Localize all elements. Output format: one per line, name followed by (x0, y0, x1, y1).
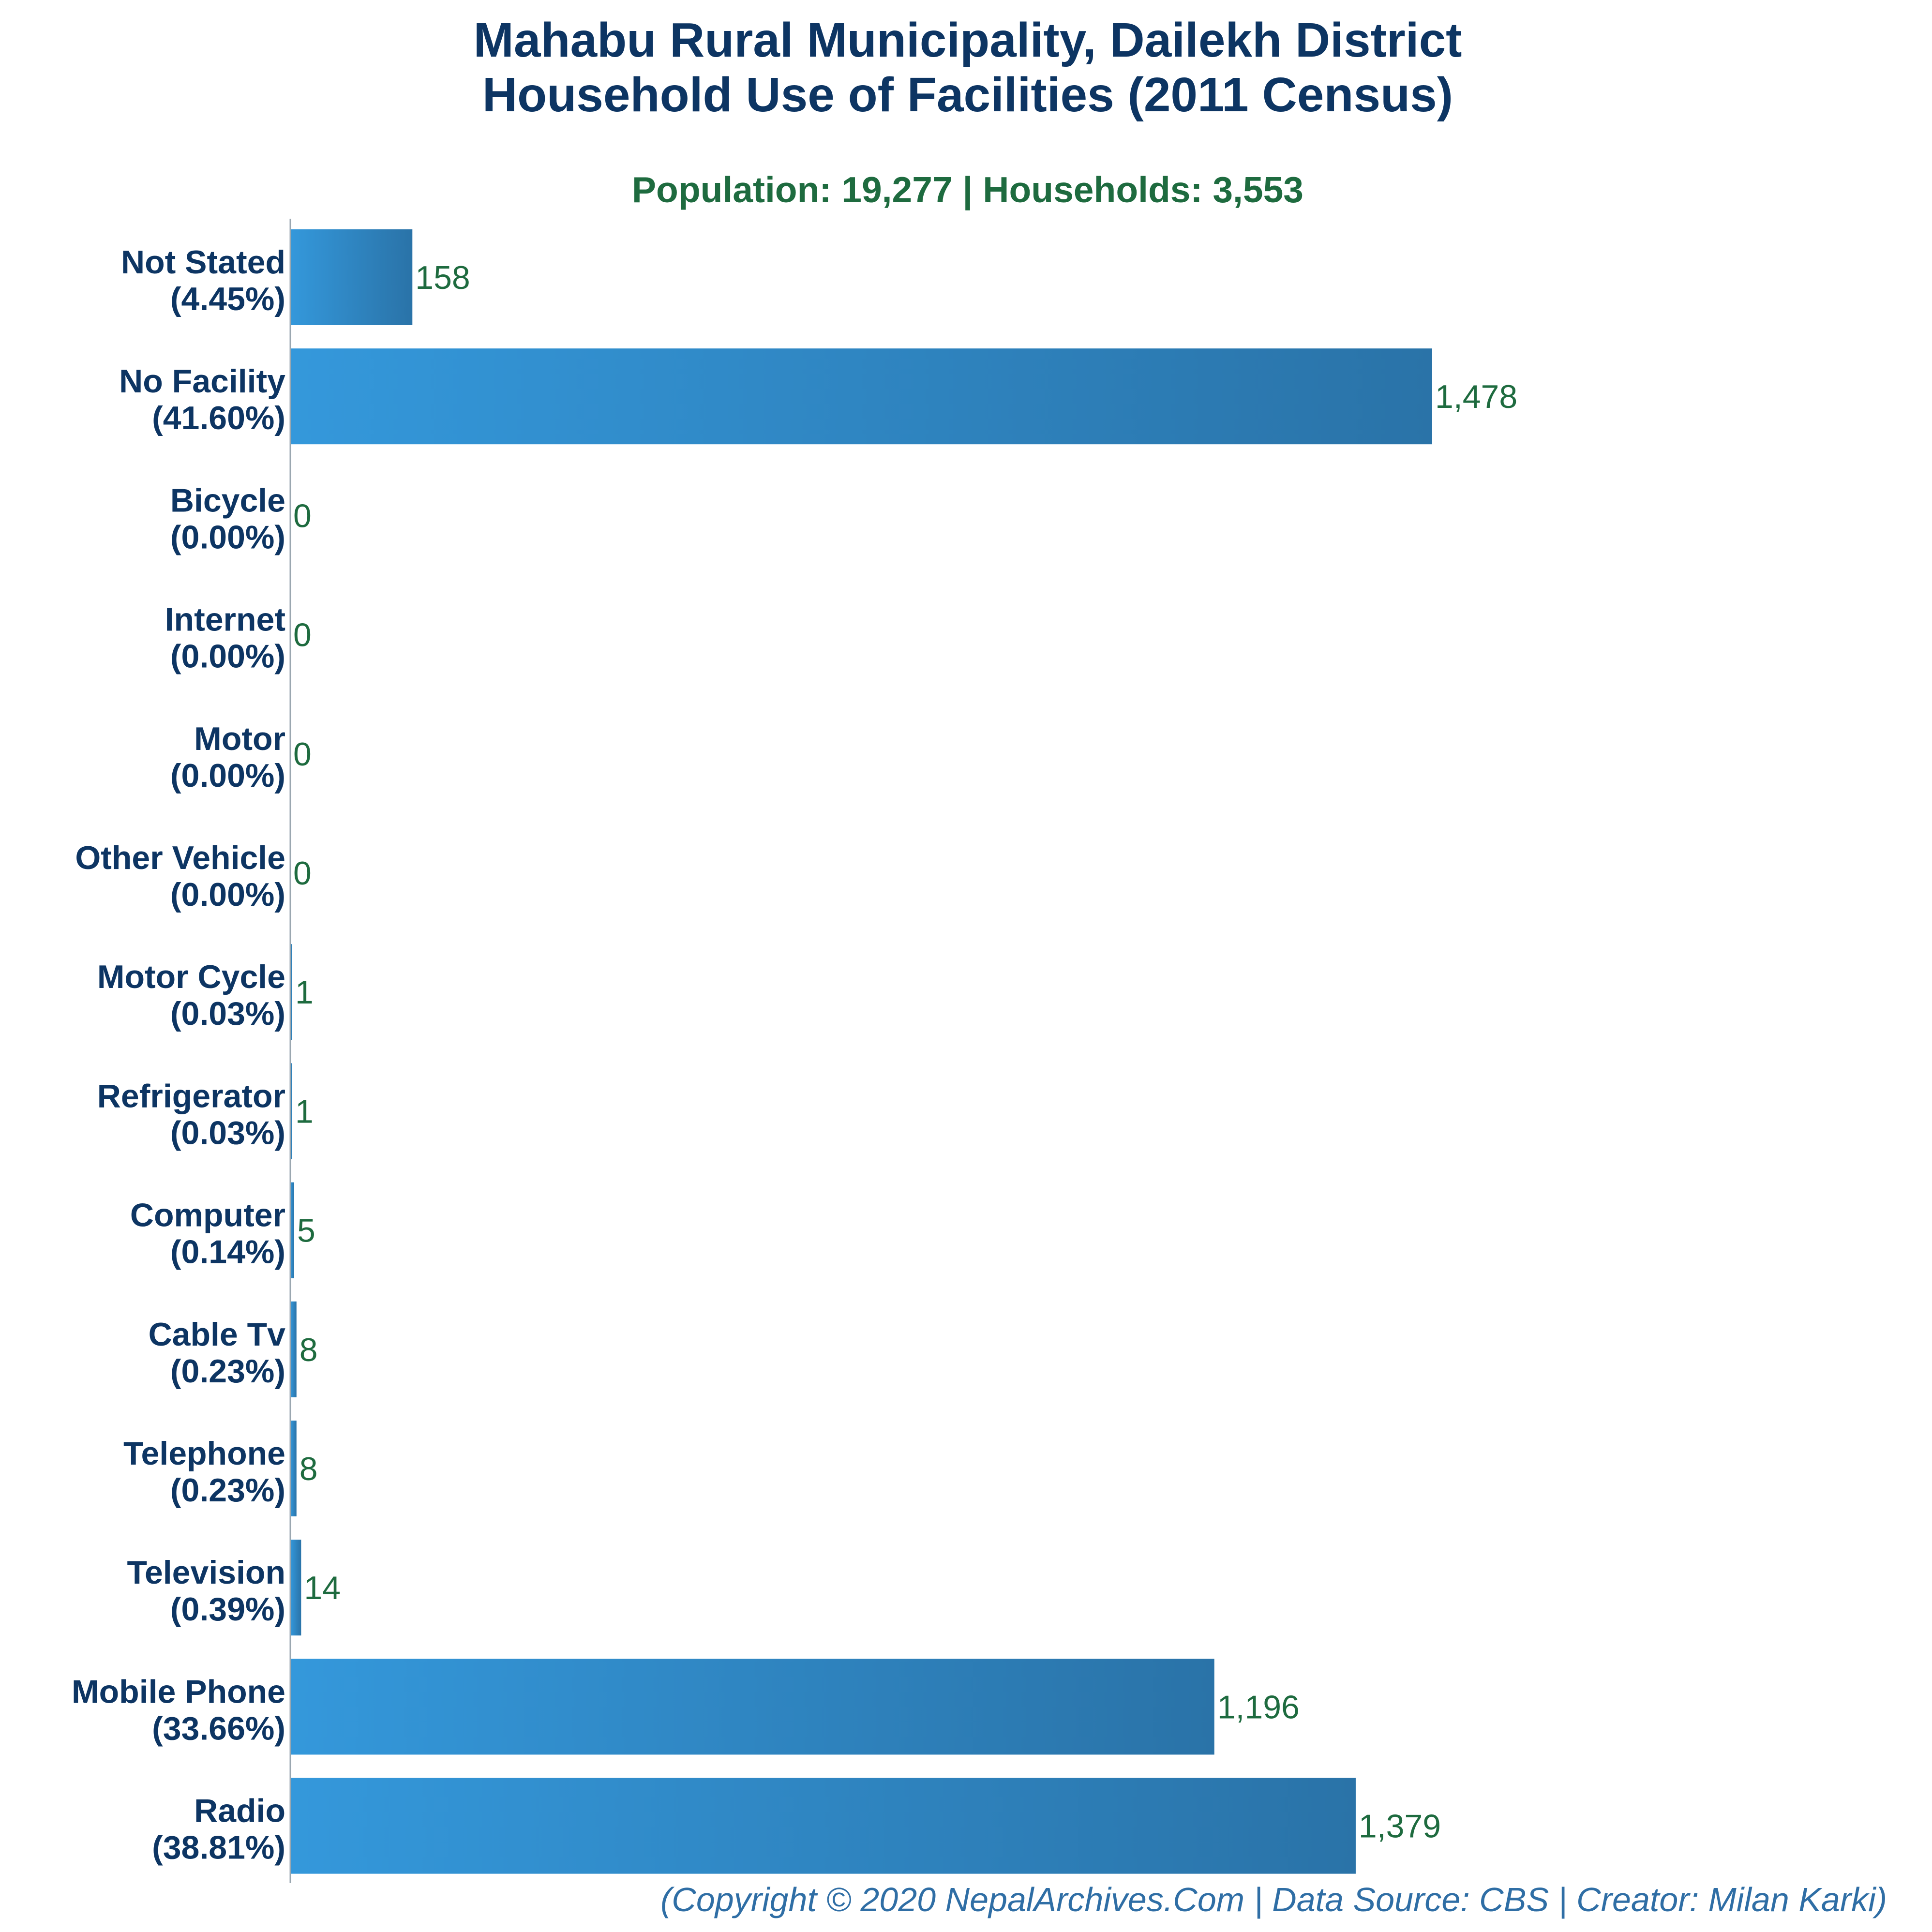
bar-motor-cycle (290, 944, 292, 1040)
value-label: 1 (295, 1093, 314, 1130)
category-percent-label: (0.00%) (170, 757, 285, 794)
category-percent-label: (0.03%) (170, 995, 285, 1032)
value-label: 14 (304, 1570, 341, 1606)
category-label: Bicycle (170, 482, 285, 519)
value-label: 0 (293, 736, 312, 773)
category-percent-label: (0.23%) (170, 1353, 285, 1390)
bar-not-stated (290, 229, 413, 325)
category-label: Other Vehicle (75, 839, 285, 876)
category-percent-label: (0.14%) (170, 1234, 285, 1271)
bar-mobile-phone (290, 1659, 1214, 1755)
category-percent-label: (0.23%) (170, 1472, 285, 1509)
category-label: Computer (130, 1197, 285, 1234)
category-label: Refrigerator (97, 1078, 285, 1114)
bar-refrigerator (290, 1063, 292, 1159)
bar-no-facility (290, 348, 1432, 445)
bar-radio (290, 1778, 1356, 1874)
category-label: No Facility (119, 363, 285, 400)
bar-cable-tv (290, 1301, 297, 1397)
value-label: 5 (297, 1213, 315, 1249)
chart-footer: (Copyright © 2020 NepalArchives.Com | Da… (660, 1881, 1887, 1919)
category-label: Motor Cycle (97, 959, 285, 995)
value-label: 0 (293, 497, 312, 534)
chart-subtitle: Population: 19,277 | Households: 3,553 (632, 169, 1303, 210)
category-label: Motor (194, 720, 285, 757)
bar-telephone (290, 1421, 297, 1516)
value-label: 158 (415, 259, 470, 296)
category-label: Mobile Phone (72, 1673, 285, 1710)
category-label: Internet (165, 601, 285, 638)
chart-title-line-2: Household Use of Facilities (2011 Census… (482, 68, 1453, 122)
category-percent-label: (41.60%) (152, 400, 285, 436)
category-label: Cable Tv (149, 1316, 286, 1353)
category-label: Telephone (123, 1435, 285, 1472)
value-label: 1,196 (1217, 1689, 1300, 1725)
value-label: 0 (293, 855, 312, 892)
value-label: 8 (300, 1332, 318, 1368)
bar-computer (290, 1182, 294, 1278)
bar-television (290, 1540, 301, 1636)
category-percent-label: (38.81%) (152, 1829, 285, 1866)
value-label: 1 (295, 974, 314, 1011)
category-percent-label: (0.03%) (170, 1114, 285, 1151)
category-percent-label: (0.00%) (170, 638, 285, 675)
category-percent-label: (0.00%) (170, 519, 285, 555)
category-percent-label: (0.39%) (170, 1591, 285, 1628)
value-label: 8 (300, 1451, 318, 1487)
category-label: Radio (194, 1793, 285, 1829)
category-percent-label: (0.00%) (170, 876, 285, 913)
category-label: Not Stated (121, 244, 285, 281)
chart-title-line-1: Mahabu Rural Municipality, Dailekh Distr… (474, 13, 1462, 67)
category-percent-label: (4.45%) (170, 281, 285, 317)
value-label: 0 (293, 617, 312, 654)
value-label: 1,478 (1435, 378, 1517, 415)
category-label: Television (127, 1554, 285, 1591)
value-label: 1,379 (1359, 1808, 1441, 1845)
category-percent-label: (33.66%) (152, 1710, 285, 1747)
